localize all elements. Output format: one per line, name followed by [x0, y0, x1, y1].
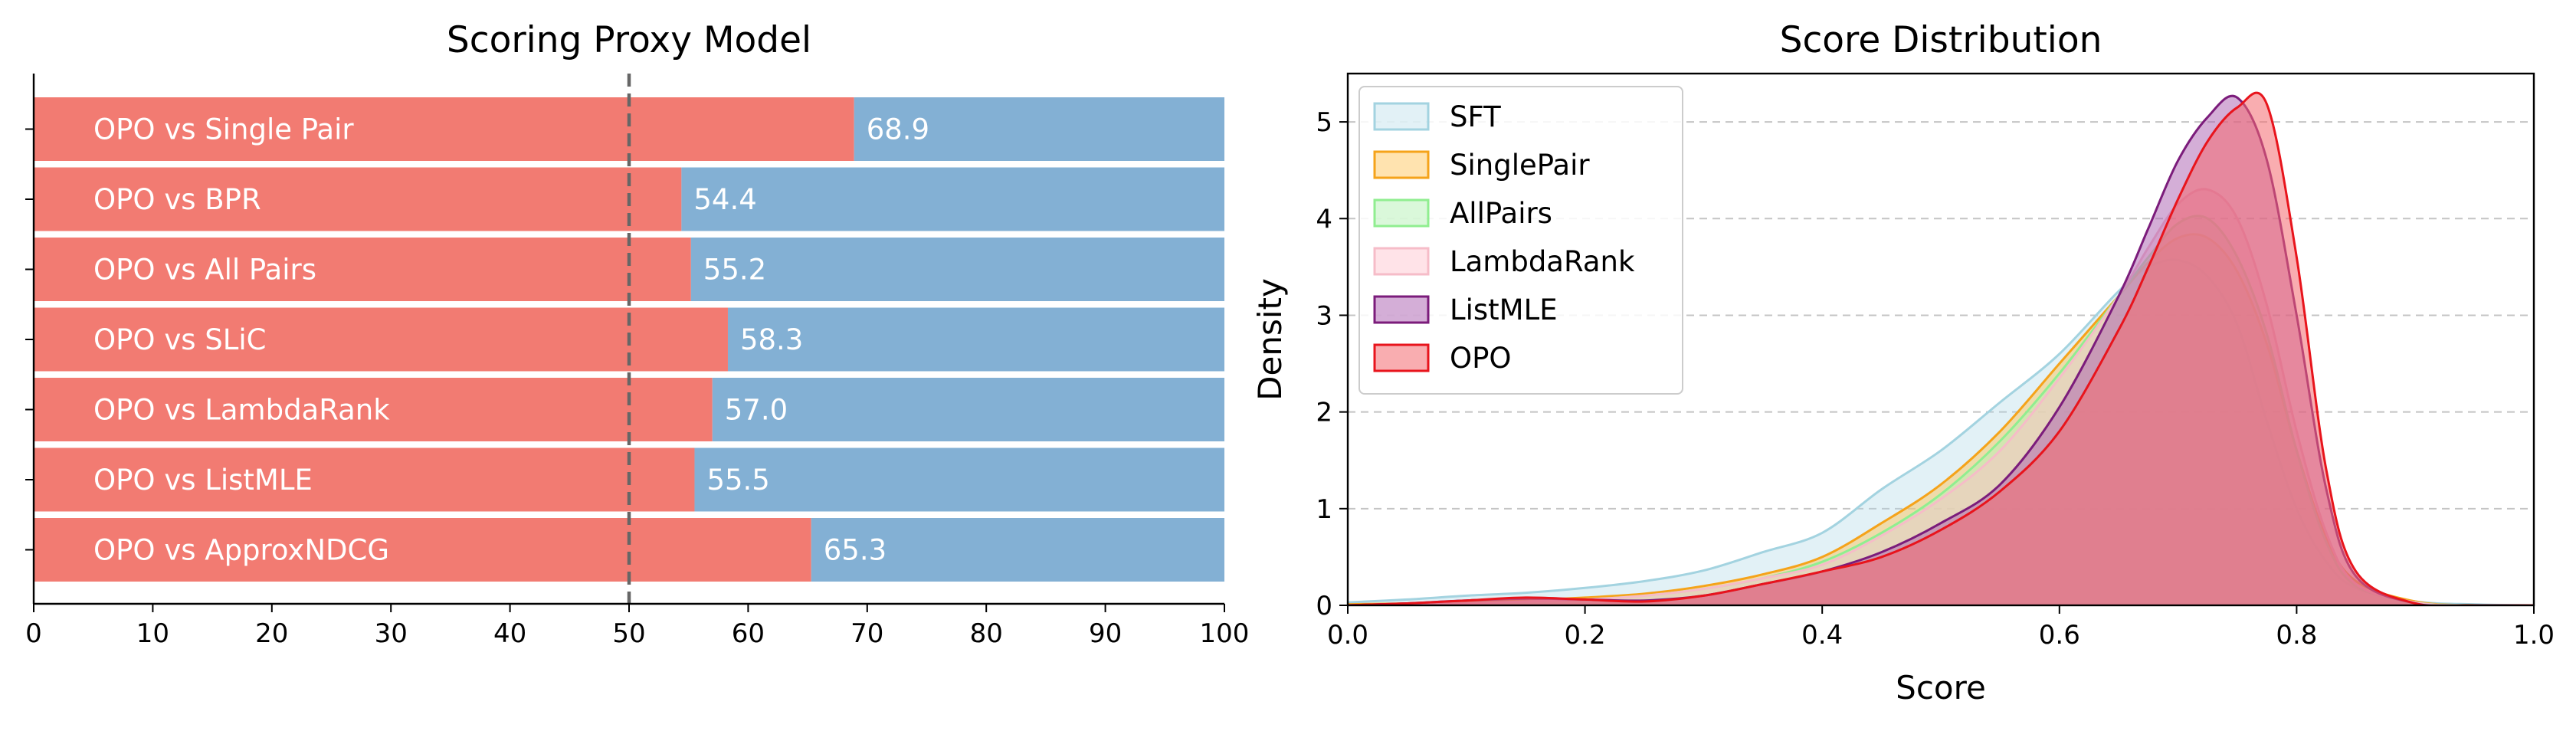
density-line-opo	[1348, 91, 2534, 605]
bar-value-label: 55.2	[703, 254, 766, 287]
legend-swatch-singlepair	[1373, 150, 1430, 179]
bar-win-2	[34, 238, 691, 301]
legend-box	[1358, 86, 1683, 395]
left-x-tick-label: 20	[255, 618, 288, 649]
bar-category-label: OPO vs All Pairs	[93, 254, 316, 287]
left-x-tick-label: 60	[732, 618, 765, 649]
left-x-tick-label: 40	[493, 618, 526, 649]
bar-category-label: OPO vs ApproxNDCG	[93, 534, 389, 567]
bar-value-label: 55.5	[706, 464, 769, 497]
bar-category-label: OPO vs Single Pair	[93, 113, 354, 146]
left-x-tick-label: 0	[25, 618, 42, 649]
density-fill-opo	[1348, 93, 2534, 605]
right-y-tick-label: 2	[1316, 398, 1332, 428]
bar-category-label: OPO vs LambdaRank	[93, 394, 390, 427]
bar-rest-3	[727, 307, 1224, 372]
legend-label-listmle: ListMLE	[1450, 293, 1558, 326]
left-axes: 0 10 20 30 40 50 60 70 80 90 100	[25, 74, 1249, 649]
bar-value-label: 68.9	[867, 113, 929, 146]
y-axis-label: Density	[1251, 278, 1289, 401]
left-x-tick-label: 10	[136, 618, 169, 649]
left-x-tick-label: 30	[375, 618, 408, 649]
bar-win-5	[34, 447, 695, 512]
bar-value-label: 54.4	[693, 183, 756, 216]
legend-swatch-lambdarank	[1373, 247, 1430, 276]
left-x-tick-label: 100	[1200, 618, 1250, 649]
legend-swatch-allpairs	[1373, 198, 1430, 228]
legend-swatch-opo	[1373, 343, 1430, 372]
legend-label-lambdarank: LambdaRank	[1450, 245, 1635, 278]
bar-rest-1	[681, 167, 1224, 231]
bar-win-6	[34, 518, 811, 582]
right-axes-frame	[1346, 72, 2535, 607]
right-x-tick-label: 0.6	[2039, 620, 2080, 651]
bar-rest-4	[712, 378, 1224, 441]
legend-label-singlepair: SinglePair	[1450, 149, 1590, 182]
right-y-tick-label: 3	[1316, 300, 1332, 331]
right-x-tick-label: 0.4	[1801, 620, 1843, 651]
left-x-tick-label: 80	[970, 618, 1003, 649]
bar-rest-5	[694, 447, 1224, 512]
right-x-tick-label: 0.0	[1327, 620, 1368, 651]
left-x-tick-label: 70	[850, 618, 883, 649]
right-x-tick-label: 0.8	[2276, 620, 2317, 651]
bar-win-1	[34, 167, 682, 231]
bar-value-label: 58.3	[740, 323, 803, 356]
bar-win-0	[34, 97, 854, 161]
left-x-tick-label: 90	[1089, 618, 1122, 649]
bar-category-label: OPO vs BPR	[93, 183, 261, 216]
bar-group: OPO vs Single Pair 68.9 OPO vs BPR 54.4 OPO …	[34, 74, 1224, 604]
right-y-tick-label: 4	[1316, 204, 1332, 234]
legend-label-allpairs: AllPairs	[1450, 197, 1552, 230]
density-areas	[1348, 91, 2534, 605]
right-chart-title: Score Distribution	[1780, 19, 2102, 61]
left-chart-title: Scoring Proxy Model	[447, 19, 811, 61]
bar-category-label: OPO vs ListMLE	[93, 464, 313, 497]
bar-category-label: OPO vs SLiC	[93, 323, 266, 356]
legend-swatch-sft	[1373, 102, 1430, 131]
bar-win-4	[34, 378, 713, 441]
right-x-tick-label: 1.0	[2513, 620, 2555, 651]
bar-value-label: 65.3	[824, 534, 887, 567]
right-x-tick-label: 0.2	[1565, 620, 1606, 651]
scoring-proxy-panel: Scoring Proxy Model OPO vs Single Pair 68…	[25, 19, 1249, 649]
legend-swatch-listmle	[1373, 295, 1430, 324]
score-distribution-panel: Score Distribution 0.0 0.2 0.4 0.6 0.8 1.0 0 1 2…	[1251, 19, 2555, 706]
bar-rest-2	[690, 238, 1224, 301]
left-x-tick-label: 50	[612, 618, 645, 649]
right-y-tick-label: 5	[1316, 107, 1332, 138]
legend-label-opo: OPO	[1450, 342, 1512, 375]
bar-win-3	[34, 307, 728, 372]
right-axes: 0.0 0.2 0.4 0.6 0.8 1.0 0 1 2 3 4 5	[1316, 72, 2555, 651]
bar-rest-6	[811, 518, 1224, 582]
right-y-tick-label: 0	[1316, 591, 1332, 621]
bar-rest-0	[854, 97, 1224, 161]
legend: SFT SinglePair AllPairs LambdaRank ListMLE OP…	[1358, 86, 1683, 395]
right-y-tick-label: 1	[1316, 494, 1332, 525]
x-axis-label: Score	[1896, 669, 1986, 706]
bar-value-label: 57.0	[725, 394, 788, 427]
legend-label-sft: SFT	[1450, 100, 1501, 133]
